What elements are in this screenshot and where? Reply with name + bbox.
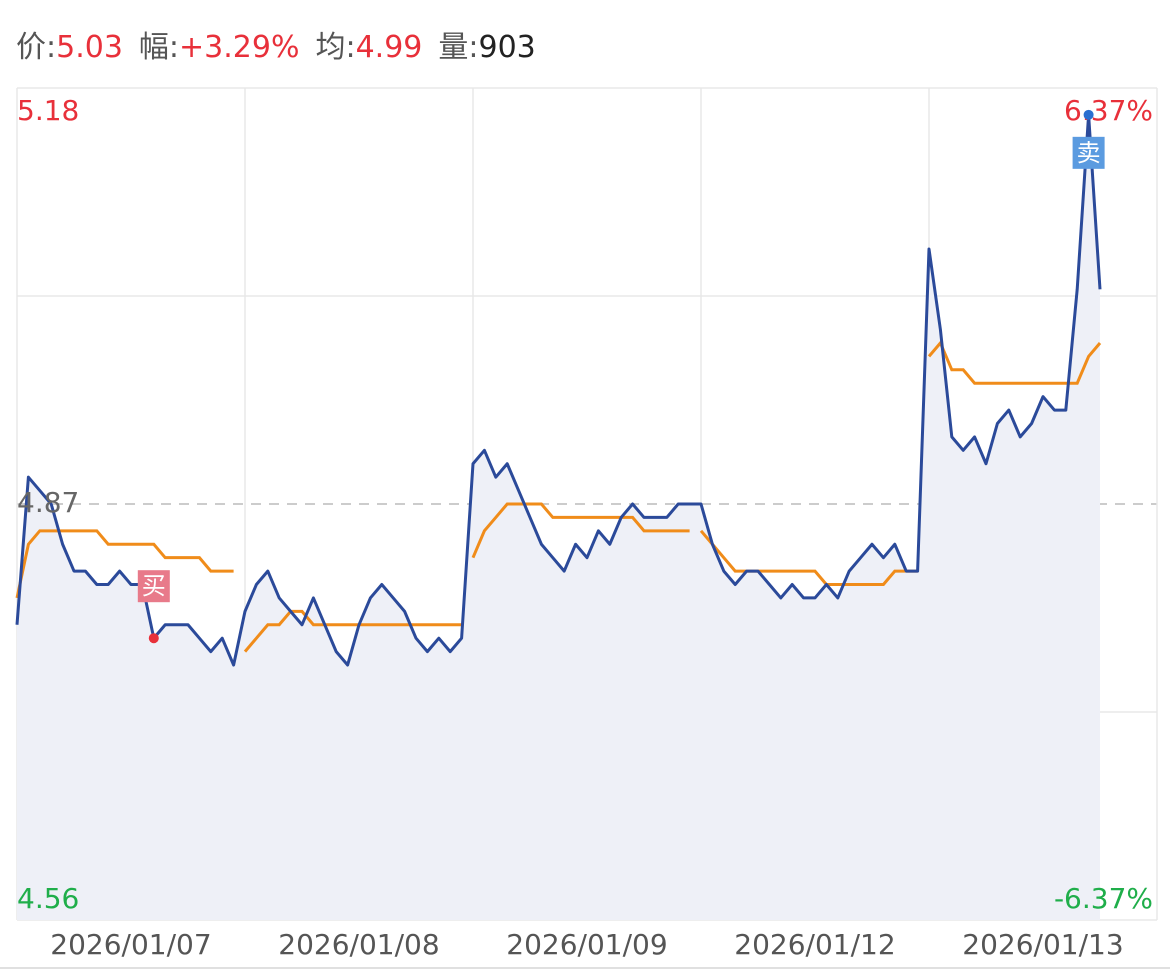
avg-line <box>927 340 1102 385</box>
avg-line <box>471 502 690 559</box>
header-label: 量: <box>438 30 479 65</box>
header: 价:5.03 幅:+3.29% 均:4.99 量:903 <box>16 22 552 66</box>
header-item: 均:4.99 <box>315 30 422 65</box>
header-label: 价: <box>16 30 57 65</box>
x-tick-label: 2026/01/09 <box>506 928 667 961</box>
trade-marker <box>1083 109 1094 120</box>
avg-line <box>243 609 462 653</box>
x-tick-label: 2026/01/07 <box>50 928 211 961</box>
price-area <box>17 114 1100 921</box>
y2-tick-label: 6.37% <box>1064 94 1153 127</box>
y2-tick-label: -6.37% <box>1054 882 1153 915</box>
header-item: 幅:+3.29% <box>139 30 300 65</box>
y-tick-label: 4.87 <box>17 486 79 519</box>
trade-badge <box>1072 136 1105 169</box>
header-label: 幅: <box>138 30 180 65</box>
header-value: +3.29% <box>179 30 300 65</box>
x-tick-label: 2026/01/12 <box>734 928 895 961</box>
trade-badge <box>137 570 170 603</box>
trade-label: 卖 <box>1077 139 1101 167</box>
header-item: 价:5.03 <box>16 30 123 65</box>
price-line <box>15 113 1102 667</box>
header-value: 903 <box>478 30 536 65</box>
x-tick-label: 2026/01/08 <box>278 928 439 961</box>
y-tick-label: 4.56 <box>17 882 79 915</box>
header-label: 均: <box>315 30 356 65</box>
header-item: 量:903 <box>438 30 535 65</box>
header-value: 4.99 <box>355 30 423 65</box>
avg-line <box>15 529 234 599</box>
x-tick-label: 2026/01/13 <box>962 928 1123 961</box>
y-tick-label: 5.18 <box>17 94 79 127</box>
header-value: 5.03 <box>56 30 123 65</box>
avg-line <box>699 529 918 587</box>
trade-marker <box>148 633 159 644</box>
trade-label: 买 <box>142 572 166 600</box>
